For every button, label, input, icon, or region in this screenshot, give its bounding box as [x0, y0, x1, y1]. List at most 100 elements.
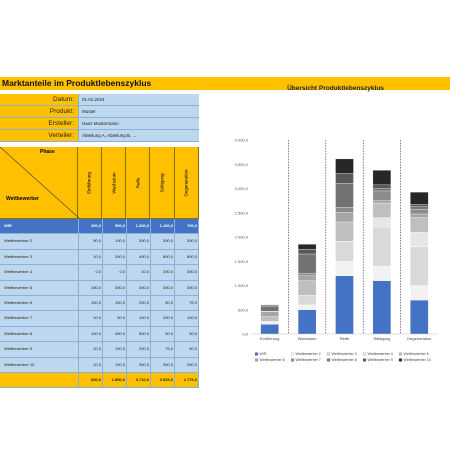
header-phase-intro[interactable]: Einführung	[78, 147, 102, 218]
value-cell[interactable]: 1.100,0	[151, 219, 175, 234]
value-cell[interactable]: 300,0	[127, 234, 151, 249]
competitor-name-cell[interactable]: Wettbewerber 8	[0, 326, 79, 342]
header-phase-growth[interactable]: Wachstum	[102, 147, 127, 218]
value-cell[interactable]: 100,0	[127, 311, 151, 326]
value-cell[interactable]: 10,0	[79, 311, 103, 326]
info-label-distribution: Verteiler:	[0, 130, 79, 141]
value-cell[interactable]: 0,0	[103, 265, 127, 280]
value-cell[interactable]: 250,0	[175, 357, 199, 372]
value-cell[interactable]: 800,0	[151, 249, 175, 265]
info-value-date[interactable]: 01.01.2024	[79, 94, 199, 105]
value-cell[interactable]: 200,0	[127, 295, 151, 311]
bar-segment	[410, 206, 429, 210]
value-cell[interactable]: 200,0	[151, 265, 175, 280]
competitor-name-cell[interactable]: Wettbewerber 6	[0, 295, 79, 311]
competitor-name-cell[interactable]: Wettbewerber 7	[0, 311, 79, 326]
value-cell[interactable]: 400,0	[127, 280, 151, 295]
bar-segment	[335, 275, 354, 335]
total-cell[interactable]: 1.850,0	[103, 372, 127, 388]
competitor-name-cell[interactable]: Wettbewerber 5	[0, 280, 79, 295]
bar-segment	[335, 221, 354, 242]
lifecycle-chart[interactable]: Übersicht Produktlebenszyklus 0,0 500,0 1.…	[223, 85, 448, 373]
value-cell[interactable]: 300,0	[175, 265, 199, 280]
value-cell[interactable]: 300,0	[127, 357, 151, 372]
value-cell[interactable]: 50,0	[151, 295, 175, 311]
competitor-name-cell[interactable]: Wettbewerber 2	[0, 234, 79, 249]
bar-segment	[260, 306, 279, 312]
value-cell[interactable]: 75,0	[151, 342, 175, 357]
value-cell[interactable]: 1.200,0	[127, 219, 151, 234]
competitor-name-cell[interactable]: Wettbewerber 4	[0, 265, 79, 280]
value-cell[interactable]: 100,0	[103, 342, 127, 357]
legend-label: Wettbewerber 6	[260, 358, 285, 362]
value-cell[interactable]: 300,0	[175, 234, 199, 249]
competitor-name-cell[interactable]: Wettbewerber 10	[0, 357, 79, 372]
header-phase-saturation[interactable]: Sättigung	[150, 147, 175, 218]
competitor-name-cell[interactable]: Wettbewerber 9	[0, 342, 79, 357]
value-cell[interactable]: 50,0	[79, 234, 103, 249]
value-cell[interactable]: 50,0	[103, 311, 127, 326]
value-cell[interactable]: 300,0	[151, 280, 175, 295]
value-cell[interactable]: 10,0	[127, 265, 151, 280]
competitor-name-cell[interactable]: WIR	[0, 219, 79, 234]
total-cell[interactable]: 600,0	[79, 372, 103, 388]
legend-swatch	[362, 352, 367, 356]
total-cell[interactable]: 2.775,0	[175, 372, 199, 388]
value-cell[interactable]: 200,0	[127, 342, 151, 357]
value-cell[interactable]: 400,0	[127, 249, 151, 265]
bar-segment	[410, 246, 429, 286]
chart-canvas: 0,0 500,0 1.000,0 1.500,0 2.000,0 2.500,0 3.00…	[235, 138, 438, 362]
value-cell[interactable]: 200,0	[103, 249, 127, 265]
table-row: Wettbewerber 5 100,0 300,0 400,0 300,0 300,0	[0, 280, 199, 296]
value-cell[interactable]: 100,0	[79, 295, 103, 311]
market-share-table: Phase Wettbewerber Einführung Wachstum R…	[0, 147, 200, 389]
total-cell[interactable]: 3.710,0	[127, 372, 151, 388]
legend-label: Wettbewerber 7	[296, 358, 321, 362]
value-cell[interactable]: 100,0	[79, 280, 103, 295]
value-cell[interactable]: 10,0	[79, 357, 103, 372]
value-cell[interactable]: 500,0	[127, 326, 151, 342]
value-cell[interactable]: 10,0	[79, 249, 103, 265]
value-cell[interactable]: 400,0	[103, 326, 127, 342]
value-cell[interactable]: 200,0	[79, 219, 103, 234]
info-row-author: Ersteller: Hans Mustermann	[0, 118, 199, 130]
x-tick-label: Reife	[340, 336, 350, 341]
value-cell[interactable]: 300,0	[175, 280, 199, 295]
value-cell[interactable]: 300,0	[103, 280, 127, 295]
value-cell[interactable]: 200,0	[151, 311, 175, 326]
value-cell[interactable]: 100,0	[175, 311, 199, 326]
value-cell[interactable]: 50,0	[175, 342, 199, 357]
value-cell[interactable]: 20,0	[79, 342, 103, 357]
info-value-product[interactable]: Muster	[79, 106, 199, 117]
value-cell[interactable]: 100,0	[79, 326, 103, 342]
y-tick-label: 4.000,0	[235, 138, 249, 143]
info-label-date: Datum:	[0, 94, 79, 105]
value-cell[interactable]: 50,0	[151, 326, 175, 342]
y-tick-label: 1.500,0	[235, 259, 249, 264]
info-value-distribution[interactable]: Abteilung A, Abteilung B, ...	[79, 130, 199, 141]
header-phase-maturity[interactable]: Reife	[126, 147, 151, 218]
total-cell[interactable]: 3.525,0	[151, 372, 175, 388]
table-row: Wettbewerber 2 50,0 100,0 300,0 300,0 300,0	[0, 234, 199, 250]
value-cell[interactable]: 100,0	[103, 295, 127, 311]
value-cell[interactable]: 75,0	[175, 295, 199, 311]
competitor-name-cell[interactable]: Wettbewerber 3	[0, 249, 79, 265]
value-cell[interactable]: 100,0	[103, 234, 127, 249]
value-cell[interactable]: 700,0	[175, 219, 199, 234]
bar-segment	[260, 316, 279, 322]
bar-segment	[372, 188, 392, 192]
y-tick-label: 500,0	[238, 307, 249, 312]
info-value-author[interactable]: Hans Mustermann	[79, 118, 199, 129]
value-cell[interactable]: 800,0	[175, 249, 199, 265]
bar-segment	[335, 212, 354, 223]
total-label-cell[interactable]	[0, 372, 79, 388]
header-phase-degeneration[interactable]: Degeneration	[175, 147, 200, 218]
value-cell[interactable]: 100,0	[103, 357, 127, 372]
value-cell[interactable]: 50,0	[175, 326, 199, 342]
value-cell[interactable]: 300,0	[151, 357, 175, 372]
value-cell[interactable]: 0,0	[79, 265, 103, 280]
y-tick-label: 2.000,0	[235, 235, 249, 240]
value-cell[interactable]: 500,0	[103, 219, 127, 234]
chart-title: Übersicht Produktlebenszyklus	[287, 85, 384, 92]
value-cell[interactable]: 300,0	[151, 234, 175, 249]
